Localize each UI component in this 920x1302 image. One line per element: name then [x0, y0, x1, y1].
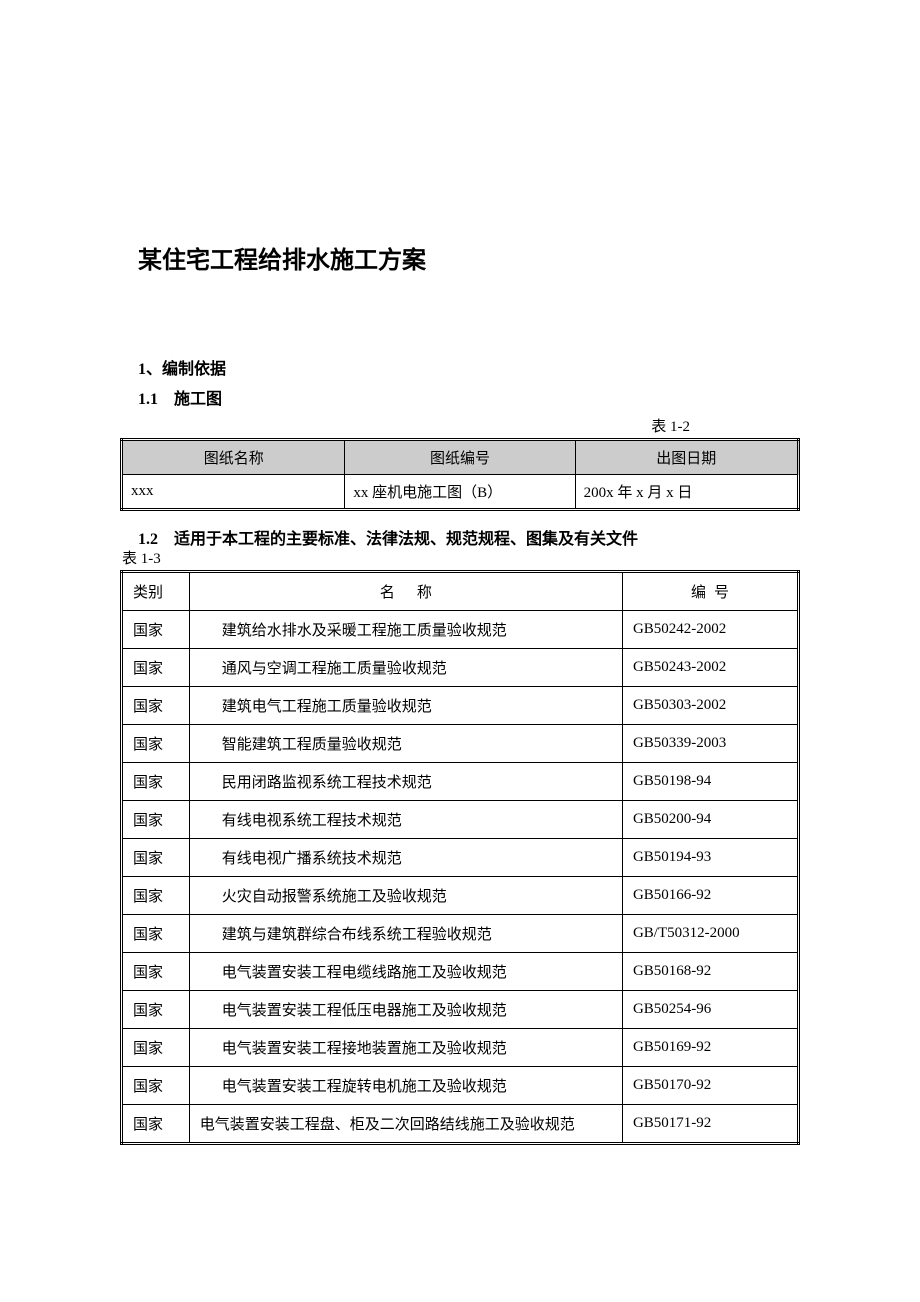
cell-name: 建筑电气工程施工质量验收规范: [189, 687, 622, 725]
cell-category: 国家: [122, 763, 190, 801]
table-row: 国家电气装置安装工程低压电器施工及验收规范GB50254-96: [122, 991, 799, 1029]
table-header-row: 类别 名称 编号: [122, 572, 799, 611]
cell: xx 座机电施工图（B）: [345, 475, 575, 510]
table-row: 国家民用闭路监视系统工程技术规范GB50198-94: [122, 763, 799, 801]
table-row: 国家电气装置安装工程盘、柜及二次回路结线施工及验收规范GB50171-92: [122, 1105, 799, 1144]
cell-code: GB50169-92: [622, 1029, 798, 1067]
cell-category: 国家: [122, 839, 190, 877]
section-1-1-heading: 1.1 施工图: [138, 385, 800, 409]
cell-code: GB50242-2002: [622, 611, 798, 649]
table-row: 国家电气装置安装工程旋转电机施工及验收规范GB50170-92: [122, 1067, 799, 1105]
table-row: 国家有线电视广播系统技术规范GB50194-93: [122, 839, 799, 877]
cell-code: GB50243-2002: [622, 649, 798, 687]
table-1-2-label: 表 1-2: [120, 415, 800, 436]
cell-name: 通风与空调工程施工质量验收规范: [189, 649, 622, 687]
cell-code: GB50339-2003: [622, 725, 798, 763]
cell-category: 国家: [122, 953, 190, 991]
table-row: 国家建筑给水排水及采暖工程施工质量验收规范GB50242-2002: [122, 611, 799, 649]
cell-category: 国家: [122, 915, 190, 953]
col-header-text: 编: [691, 585, 714, 601]
cell-category: 国家: [122, 687, 190, 725]
col-header: 编号: [622, 572, 798, 611]
col-header-text: 名: [380, 585, 417, 601]
section-1-heading: 1、编制依据: [138, 355, 800, 379]
cell-code: GB50170-92: [622, 1067, 798, 1105]
cell-code: GB/T50312-2000: [622, 915, 798, 953]
col-header: 类别: [122, 572, 190, 611]
col-header: 名称: [189, 572, 622, 611]
cell-category: 国家: [122, 725, 190, 763]
document-page: 某住宅工程给排水施工方案 1、编制依据 1.1 施工图 表 1-2 图纸名称 图…: [0, 0, 920, 1205]
cell-name: 有线电视系统工程技术规范: [189, 801, 622, 839]
table-row: xxx xx 座机电施工图（B） 200x 年 x 月 x 日: [122, 475, 799, 510]
cell-code: GB50254-96: [622, 991, 798, 1029]
table-row: 国家通风与空调工程施工质量验收规范GB50243-2002: [122, 649, 799, 687]
cell-name: 电气装置安装工程低压电器施工及验收规范: [189, 991, 622, 1029]
section-1-2-heading: 1.2 适用于本工程的主要标准、法律法规、规范规程、图集及有关文件: [138, 525, 800, 549]
cell-name: 民用闭路监视系统工程技术规范: [189, 763, 622, 801]
table-row: 国家电气装置安装工程接地装置施工及验收规范GB50169-92: [122, 1029, 799, 1067]
cell-category: 国家: [122, 877, 190, 915]
cell-code: GB50194-93: [622, 839, 798, 877]
cell-code: GB50168-92: [622, 953, 798, 991]
cell: xxx: [122, 475, 345, 510]
cell-category: 国家: [122, 1105, 190, 1144]
table-1-3: 类别 名称 编号 国家建筑给水排水及采暖工程施工质量验收规范GB50242-20…: [120, 570, 800, 1145]
cell-name: 智能建筑工程质量验收规范: [189, 725, 622, 763]
cell-name: 电气装置安装工程旋转电机施工及验收规范: [189, 1067, 622, 1105]
cell-name: 电气装置安装工程接地装置施工及验收规范: [189, 1029, 622, 1067]
col-header: 图纸名称: [122, 440, 345, 475]
cell-category: 国家: [122, 649, 190, 687]
col-header: 出图日期: [575, 440, 798, 475]
table-row: 国家建筑与建筑群综合布线系统工程验收规范GB/T50312-2000: [122, 915, 799, 953]
document-title: 某住宅工程给排水施工方案: [120, 240, 800, 275]
cell-name: 建筑给水排水及采暖工程施工质量验收规范: [189, 611, 622, 649]
table-row: 国家智能建筑工程质量验收规范GB50339-2003: [122, 725, 799, 763]
cell-name: 火灾自动报警系统施工及验收规范: [189, 877, 622, 915]
cell-code: GB50166-92: [622, 877, 798, 915]
cell-name: 有线电视广播系统技术规范: [189, 839, 622, 877]
table-row: 国家火灾自动报警系统施工及验收规范GB50166-92: [122, 877, 799, 915]
cell-category: 国家: [122, 611, 190, 649]
table-row: 国家建筑电气工程施工质量验收规范GB50303-2002: [122, 687, 799, 725]
table-row: 国家电气装置安装工程电缆线路施工及验收规范GB50168-92: [122, 953, 799, 991]
cell-name: 电气装置安装工程盘、柜及二次回路结线施工及验收规范: [189, 1105, 622, 1144]
cell: 200x 年 x 月 x 日: [575, 475, 798, 510]
cell-code: GB50200-94: [622, 801, 798, 839]
table-1-3-label: 表 1-3: [120, 547, 800, 568]
cell-category: 国家: [122, 801, 190, 839]
cell-name: 电气装置安装工程电缆线路施工及验收规范: [189, 953, 622, 991]
cell-name: 建筑与建筑群综合布线系统工程验收规范: [189, 915, 622, 953]
table-row: 国家有线电视系统工程技术规范GB50200-94: [122, 801, 799, 839]
table-header-row: 图纸名称 图纸编号 出图日期: [122, 440, 799, 475]
cell-category: 国家: [122, 1067, 190, 1105]
cell-code: GB50303-2002: [622, 687, 798, 725]
table-1-2: 图纸名称 图纸编号 出图日期 xxx xx 座机电施工图（B） 200x 年 x…: [120, 438, 800, 511]
col-header: 图纸编号: [345, 440, 575, 475]
cell-category: 国家: [122, 1029, 190, 1067]
cell-code: GB50171-92: [622, 1105, 798, 1144]
cell-category: 国家: [122, 991, 190, 1029]
cell-code: GB50198-94: [622, 763, 798, 801]
